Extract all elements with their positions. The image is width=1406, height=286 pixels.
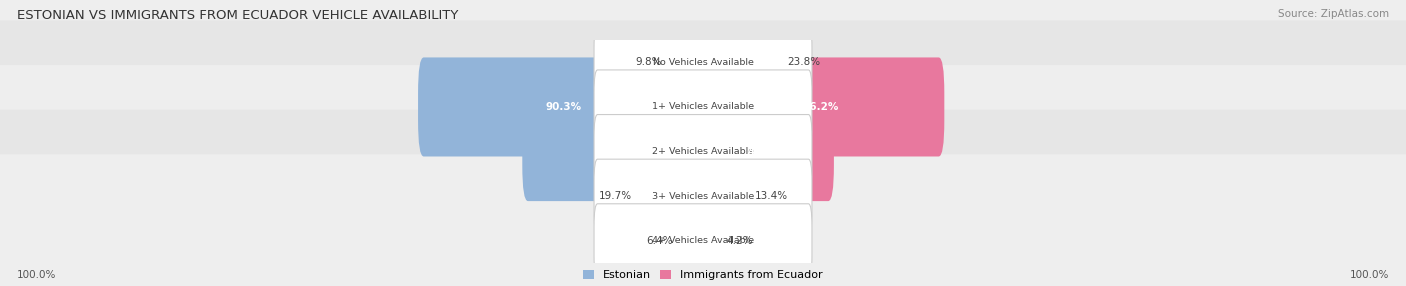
Text: 100.0%: 100.0%	[1350, 270, 1389, 280]
Text: 90.3%: 90.3%	[546, 102, 582, 112]
FancyBboxPatch shape	[0, 0, 1406, 149]
Text: 13.4%: 13.4%	[755, 191, 789, 201]
FancyBboxPatch shape	[593, 204, 813, 278]
Text: 3+ Vehicles Available: 3+ Vehicles Available	[652, 192, 754, 201]
FancyBboxPatch shape	[522, 102, 709, 201]
Text: 2+ Vehicles Available: 2+ Vehicles Available	[652, 147, 754, 156]
FancyBboxPatch shape	[697, 147, 749, 246]
Text: 9.8%: 9.8%	[636, 57, 662, 67]
Text: 23.8%: 23.8%	[787, 57, 820, 67]
Text: 19.7%: 19.7%	[599, 191, 631, 201]
Text: 100.0%: 100.0%	[17, 270, 56, 280]
Text: 1+ Vehicles Available: 1+ Vehicles Available	[652, 102, 754, 112]
Text: 40.5%: 40.5%	[748, 147, 783, 156]
FancyBboxPatch shape	[637, 147, 709, 246]
FancyBboxPatch shape	[666, 13, 709, 112]
Legend: Estonian, Immigrants from Ecuador: Estonian, Immigrants from Ecuador	[583, 270, 823, 281]
Text: No Vehicles Available: No Vehicles Available	[652, 58, 754, 67]
FancyBboxPatch shape	[697, 57, 945, 156]
Text: ESTONIAN VS IMMIGRANTS FROM ECUADOR VEHICLE AVAILABILITY: ESTONIAN VS IMMIGRANTS FROM ECUADOR VEHI…	[17, 9, 458, 21]
FancyBboxPatch shape	[0, 20, 1406, 194]
FancyBboxPatch shape	[593, 115, 813, 188]
FancyBboxPatch shape	[0, 154, 1406, 286]
Text: 4.2%: 4.2%	[727, 236, 754, 246]
Text: Source: ZipAtlas.com: Source: ZipAtlas.com	[1278, 9, 1389, 19]
FancyBboxPatch shape	[697, 102, 834, 201]
FancyBboxPatch shape	[593, 159, 813, 233]
FancyBboxPatch shape	[697, 191, 721, 286]
FancyBboxPatch shape	[593, 25, 813, 99]
FancyBboxPatch shape	[697, 13, 782, 112]
FancyBboxPatch shape	[678, 191, 709, 286]
FancyBboxPatch shape	[418, 57, 709, 156]
Text: 4+ Vehicles Available: 4+ Vehicles Available	[652, 236, 754, 245]
FancyBboxPatch shape	[593, 70, 813, 144]
Text: 56.6%: 56.6%	[598, 147, 634, 156]
Text: 76.2%: 76.2%	[803, 102, 839, 112]
FancyBboxPatch shape	[0, 110, 1406, 283]
Text: 6.4%: 6.4%	[647, 236, 672, 246]
FancyBboxPatch shape	[0, 65, 1406, 238]
